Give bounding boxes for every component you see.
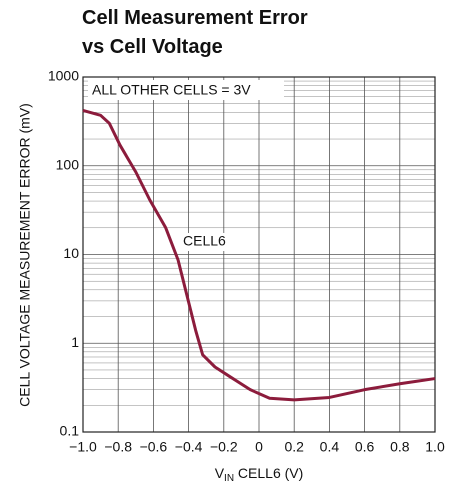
x-label-main: V bbox=[215, 465, 225, 481]
x-tick-label: 0.4 bbox=[320, 439, 340, 455]
y-tick-label: 1000 bbox=[48, 68, 79, 84]
x-tick-label: 0.8 bbox=[390, 439, 410, 455]
y-axis-label: CELL VOLTAGE MEASUREMENT ERROR (mV) bbox=[17, 103, 33, 407]
x-tick-label: −0.4 bbox=[175, 439, 203, 455]
annotation-box bbox=[88, 80, 284, 100]
y-tick-label: 1 bbox=[71, 334, 79, 350]
x-axis-label: VIN CELL6 (V) bbox=[215, 465, 304, 484]
x-tick-label: −0.8 bbox=[104, 439, 132, 455]
chart-title: Cell Measurement Error bbox=[82, 7, 308, 29]
x-label-rest: CELL6 (V) bbox=[234, 465, 303, 481]
x-tick-label: 0 bbox=[255, 439, 263, 455]
x-tick-label: −0.6 bbox=[140, 439, 168, 455]
annotation-bg bbox=[180, 233, 230, 251]
x-tick-label: 0.6 bbox=[355, 439, 375, 455]
x-tick-label: −0.2 bbox=[210, 439, 238, 455]
x-tick-label: −1.0 bbox=[69, 439, 97, 455]
x-tick-label: 1.0 bbox=[425, 439, 445, 455]
plot-frame bbox=[82, 76, 436, 433]
annotation: ALL OTHER CELLS = 3V bbox=[92, 82, 251, 98]
y-tick-label: 100 bbox=[56, 156, 80, 172]
chart-title: vs Cell Voltage bbox=[82, 36, 223, 58]
x-label-sub: IN bbox=[224, 473, 234, 484]
y-tick-label: 10 bbox=[63, 245, 79, 261]
annotation: CELL6 bbox=[183, 233, 226, 249]
data-line bbox=[82, 108, 436, 402]
y-tick-label: 0.1 bbox=[60, 423, 80, 439]
x-tick-label: 0.2 bbox=[284, 439, 304, 455]
